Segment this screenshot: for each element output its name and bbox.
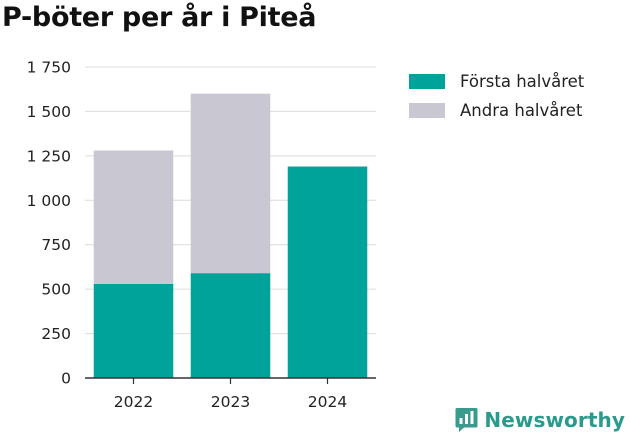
chart-title: P-böter per år i Piteå (2, 2, 317, 33)
x-tick-label: 2023 (211, 393, 250, 411)
y-tick-label: 750 (41, 236, 71, 254)
bar-2022-series-1 (93, 150, 174, 284)
legend-item-second-half: Andra halvåret (409, 98, 584, 122)
bar-2024-series-0 (287, 166, 368, 378)
bar-2023-series-0 (190, 273, 271, 378)
legend-item-first-half: Första halvåret (409, 69, 584, 93)
x-tick-label: 2022 (114, 393, 153, 411)
legend-label-first-half: Första halvåret (460, 71, 585, 91)
y-tick-label: 0 (61, 370, 71, 388)
y-tick-label: 500 (41, 281, 71, 299)
bar-2022-series-0 (93, 283, 174, 378)
y-tick-label: 1 500 (27, 103, 71, 121)
newsworthy-logo-icon (455, 408, 478, 432)
brand-name: Newsworthy (484, 408, 625, 432)
legend-swatch-second-half (409, 102, 445, 118)
y-tick-label: 1 250 (27, 147, 71, 165)
y-tick-label: 1 000 (27, 192, 71, 210)
legend-swatch-first-half (409, 73, 445, 89)
bars (93, 93, 368, 378)
x-axis-ticks: 2022 2023 2024 (114, 378, 347, 411)
brand-logo[interactable]: Newsworthy (455, 407, 625, 433)
legend: Första halvåret Andra halvåret (409, 69, 584, 127)
y-tick-label: 1 750 (27, 59, 71, 77)
y-axis-tick-labels: 0 250 500 750 1 000 1 250 1 500 1 750 (27, 59, 71, 388)
legend-label-second-half: Andra halvåret (460, 100, 583, 120)
x-tick-label: 2024 (308, 393, 347, 411)
y-tick-label: 250 (41, 325, 71, 343)
bar-2023-series-1 (190, 93, 271, 274)
